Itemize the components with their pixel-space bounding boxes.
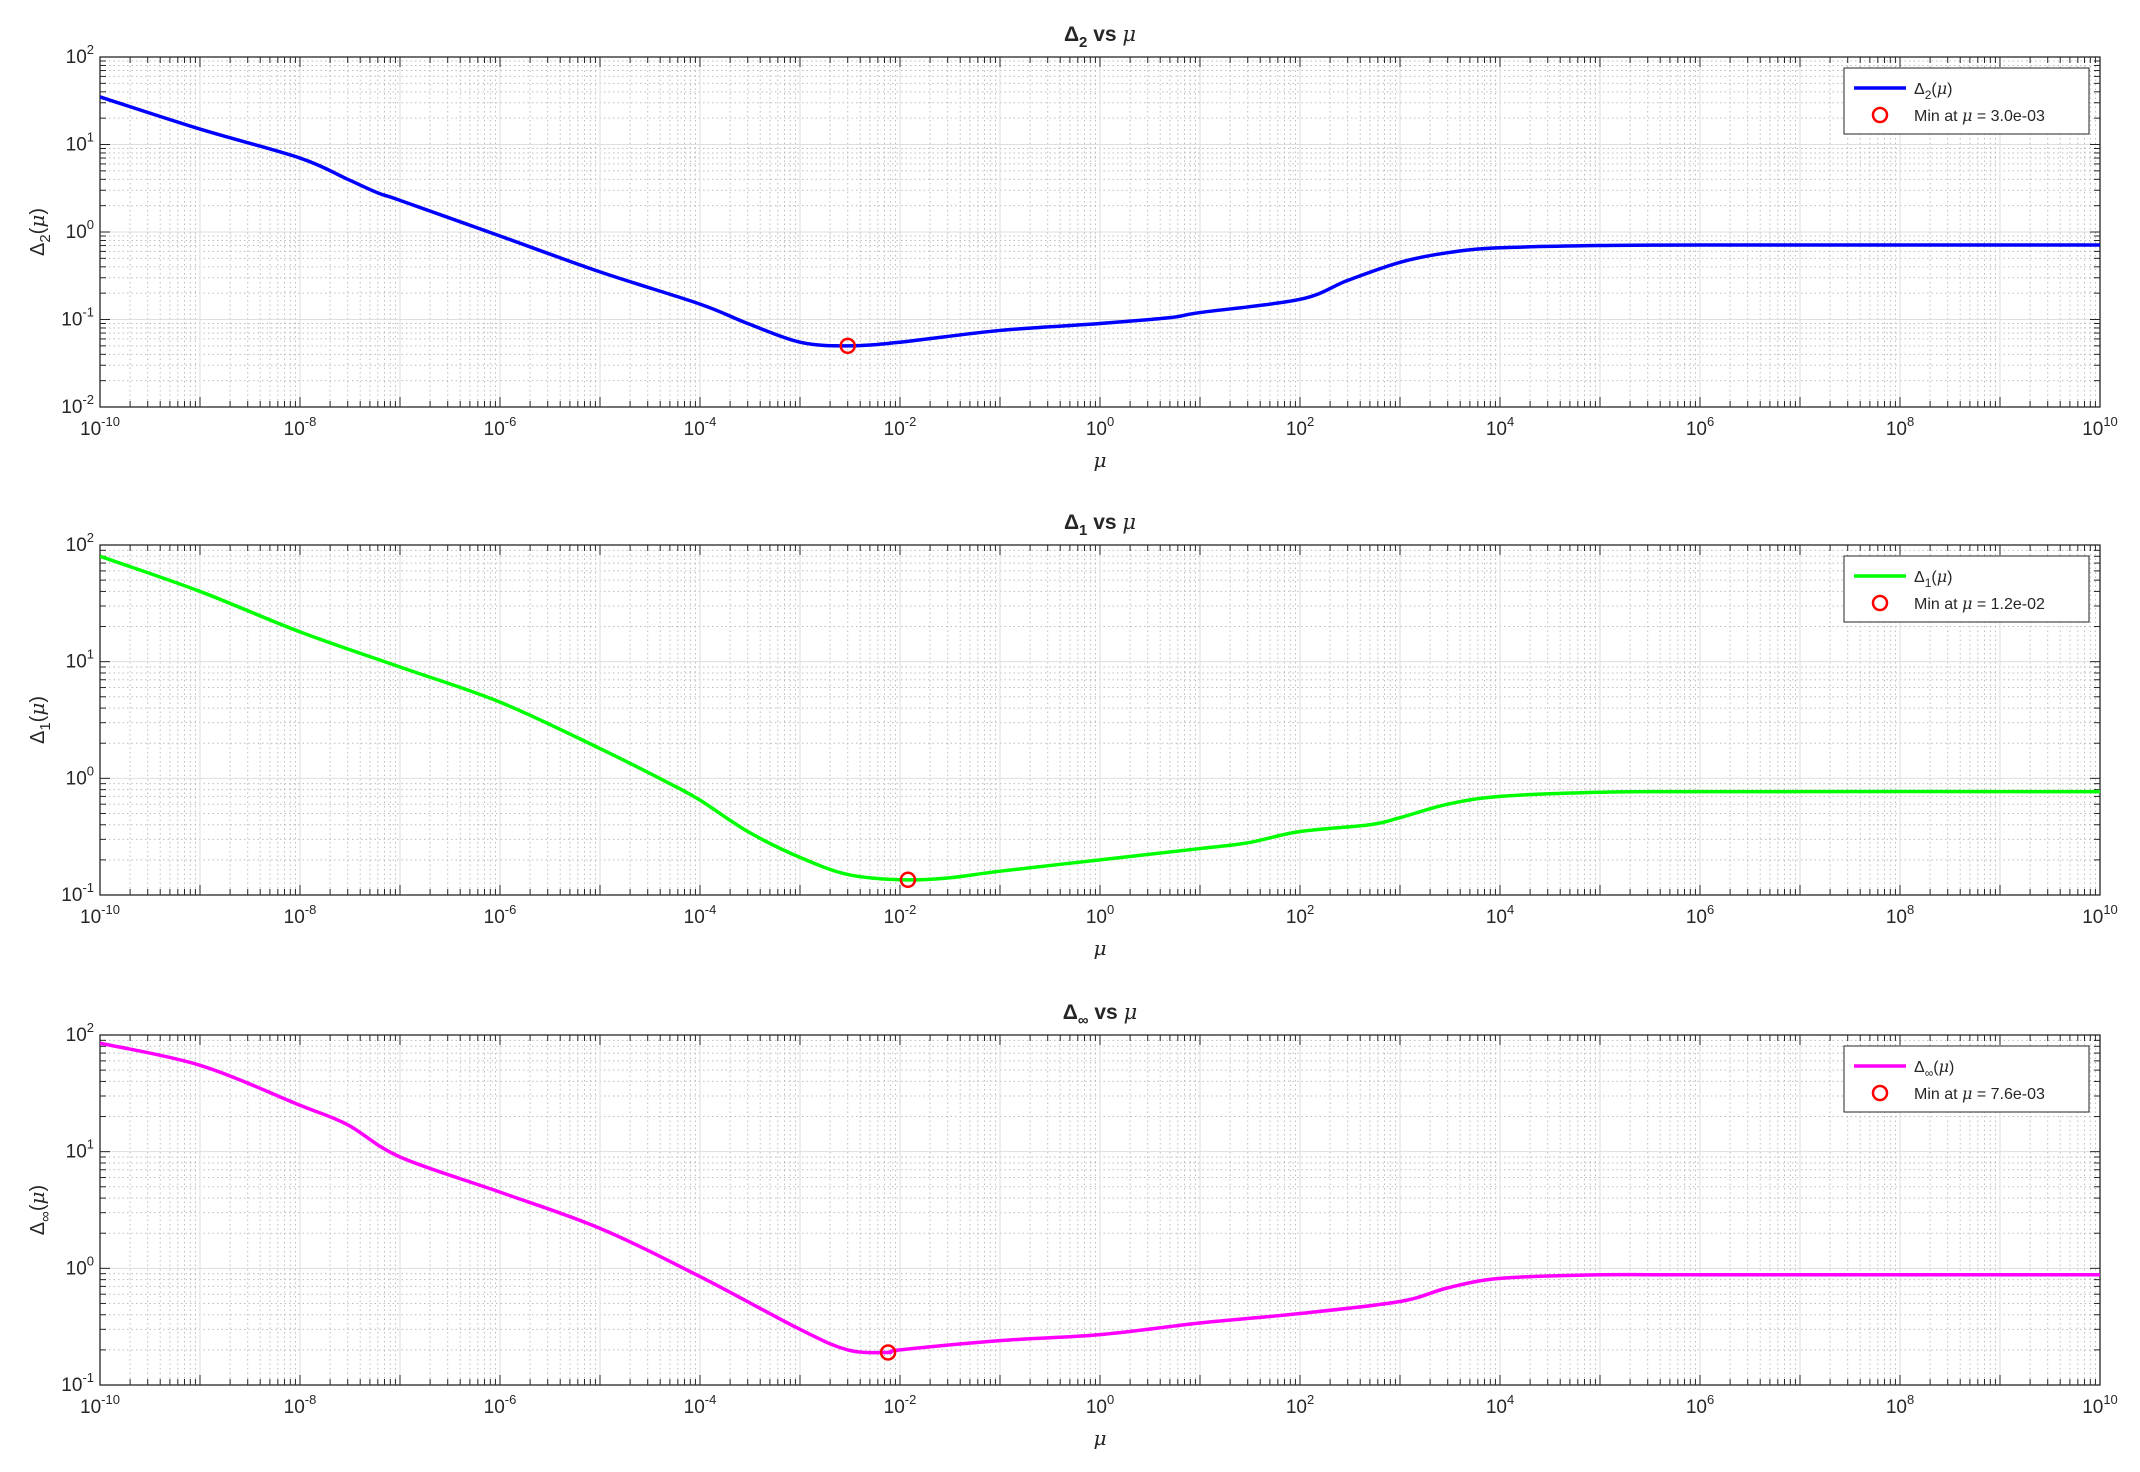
x-tick-label: 1010 (2082, 414, 2118, 440)
x-tick-label: 10-8 (284, 414, 317, 440)
legend-box (1843, 1045, 2090, 1113)
y-tick-label: 10-1 (61, 305, 94, 331)
y-tick-label: 102 (66, 42, 94, 68)
x-tick-label: 106 (1686, 1392, 1714, 1418)
x-tick-label: 10-6 (484, 1392, 517, 1418)
x-tick-label: 10-4 (684, 414, 717, 440)
series-line (100, 1041, 2100, 1355)
series-line (100, 554, 2100, 882)
x-tick-label: 108 (1886, 414, 1914, 440)
tick-marks (99, 1034, 2101, 1386)
legend-min-label: Min at μ = 7.6e-03 (1914, 1084, 2045, 1103)
y-tick-label: 10-1 (61, 880, 94, 906)
legend-marker-swatch (1871, 106, 1889, 124)
x-tick-label: 100 (1086, 414, 1114, 440)
min-marker (879, 1344, 897, 1361)
y-tick-label: 101 (66, 647, 94, 673)
x-tick-label: 100 (1086, 902, 1114, 928)
major-grid (99, 544, 2101, 896)
y-axis-label: Δ∞(μ) (25, 1185, 54, 1235)
x-tick-label: 10-10 (80, 1392, 120, 1418)
x-tick-label: 10-6 (484, 414, 517, 440)
x-tick-label: 10-2 (884, 414, 917, 440)
plot-title: Δ2 vs μ (1064, 22, 1136, 51)
x-tick-label: 10-10 (80, 414, 120, 440)
major-grid (99, 1034, 2101, 1386)
y-tick-labels: 10-1 100 101 102 (61, 530, 94, 906)
x-tick-label: 102 (1286, 1392, 1314, 1418)
x-tick-label: 10-8 (284, 902, 317, 928)
y-tick-labels: 10-2 10-1 100 101 102 (61, 42, 94, 418)
major-grid (99, 56, 2101, 408)
x-tick-label: 106 (1686, 902, 1714, 928)
legend-box (1843, 67, 2090, 135)
subplot-2: 10-10 10-8 10-6 10-4 10-2 100 102 104 106 108 1010… (25, 510, 2118, 960)
x-tick-label: 10-4 (684, 1392, 717, 1418)
legend-series-label: Δ2(μ) (1914, 79, 1952, 102)
y-tick-label: 100 (66, 217, 94, 243)
x-tick-label: 104 (1486, 414, 1514, 440)
min-marker (899, 871, 917, 889)
x-axis-label: μ (1094, 936, 1107, 960)
min-marker (839, 337, 856, 355)
x-tick-labels: 10-10 10-8 10-6 10-4 10-2 100 102 104 106 108 1010 (80, 414, 2118, 440)
legend: Δ2(μ) Min at μ = 3.0e-03 (1843, 67, 2090, 135)
legend-min-label: Min at μ = 3.0e-03 (1914, 106, 2045, 125)
subplot-1: 10-10 10-8 10-6 10-4 10-2 100 102 104 106 108 1010… (25, 22, 2118, 472)
legend: Δ1(μ) Min at μ = 1.2e-02 (1843, 555, 2090, 623)
subplot-3: 10-10 10-8 10-6 10-4 10-2 100 102 104 106 108 1010… (25, 1000, 2118, 1450)
tick-marks (99, 544, 2101, 896)
legend: Δ∞(μ) Min at μ = 7.6e-03 (1843, 1045, 2090, 1113)
x-tick-labels: 10-10 10-8 10-6 10-4 10-2 100 102 104 106 108 1010 (80, 1392, 2118, 1418)
x-tick-label: 108 (1886, 902, 1914, 928)
axes-box (99, 56, 2101, 408)
legend-box (1843, 555, 2090, 623)
legend-marker-swatch (1871, 594, 1889, 612)
x-tick-label: 10-8 (284, 1392, 317, 1418)
legend-series-label: Δ∞(μ) (1914, 1057, 1954, 1080)
y-tick-label: 102 (66, 530, 94, 556)
x-tick-label: 10-10 (80, 902, 120, 928)
x-tick-label: 10-2 (884, 1392, 917, 1418)
y-tick-label: 10-2 (61, 392, 94, 418)
x-tick-label: 10-2 (884, 902, 917, 928)
x-tick-label: 104 (1486, 1392, 1514, 1418)
y-tick-label: 101 (66, 130, 94, 156)
x-axis-label: μ (1094, 1426, 1107, 1450)
x-tick-label: 108 (1886, 1392, 1914, 1418)
x-tick-labels: 10-10 10-8 10-6 10-4 10-2 100 102 104 106 108 1010 (80, 902, 2118, 928)
legend-series-label: Δ1(μ) (1914, 567, 1952, 590)
x-axis-label: μ (1094, 448, 1107, 472)
axes-box (99, 1034, 2101, 1386)
x-tick-label: 104 (1486, 902, 1514, 928)
x-tick-label: 1010 (2082, 1392, 2118, 1418)
y-tick-label: 100 (66, 763, 94, 789)
y-tick-label: 100 (66, 1253, 94, 1279)
y-tick-label: 10-1 (61, 1370, 94, 1396)
y-axis-label: Δ1(μ) (25, 696, 54, 744)
x-tick-label: 106 (1686, 414, 1714, 440)
y-tick-labels: 10-1 100 101 102 (61, 1020, 94, 1396)
legend-marker-swatch (1871, 1084, 1889, 1102)
y-tick-label: 101 (66, 1137, 94, 1163)
x-tick-label: 102 (1286, 902, 1314, 928)
plot-title: Δ1 vs μ (1064, 510, 1136, 539)
y-tick-label: 102 (66, 1020, 94, 1046)
axes-box (99, 544, 2101, 896)
x-tick-label: 100 (1086, 1392, 1114, 1418)
series-line (100, 95, 2100, 348)
legend-min-label: Min at μ = 1.2e-02 (1914, 594, 2045, 613)
plot-title: Δ∞ vs μ (1063, 1000, 1137, 1029)
x-tick-label: 1010 (2082, 902, 2118, 928)
x-tick-label: 102 (1286, 414, 1314, 440)
x-tick-label: 10-4 (684, 902, 717, 928)
y-axis-label: Δ2(μ) (25, 208, 54, 256)
x-tick-label: 10-6 (484, 902, 517, 928)
